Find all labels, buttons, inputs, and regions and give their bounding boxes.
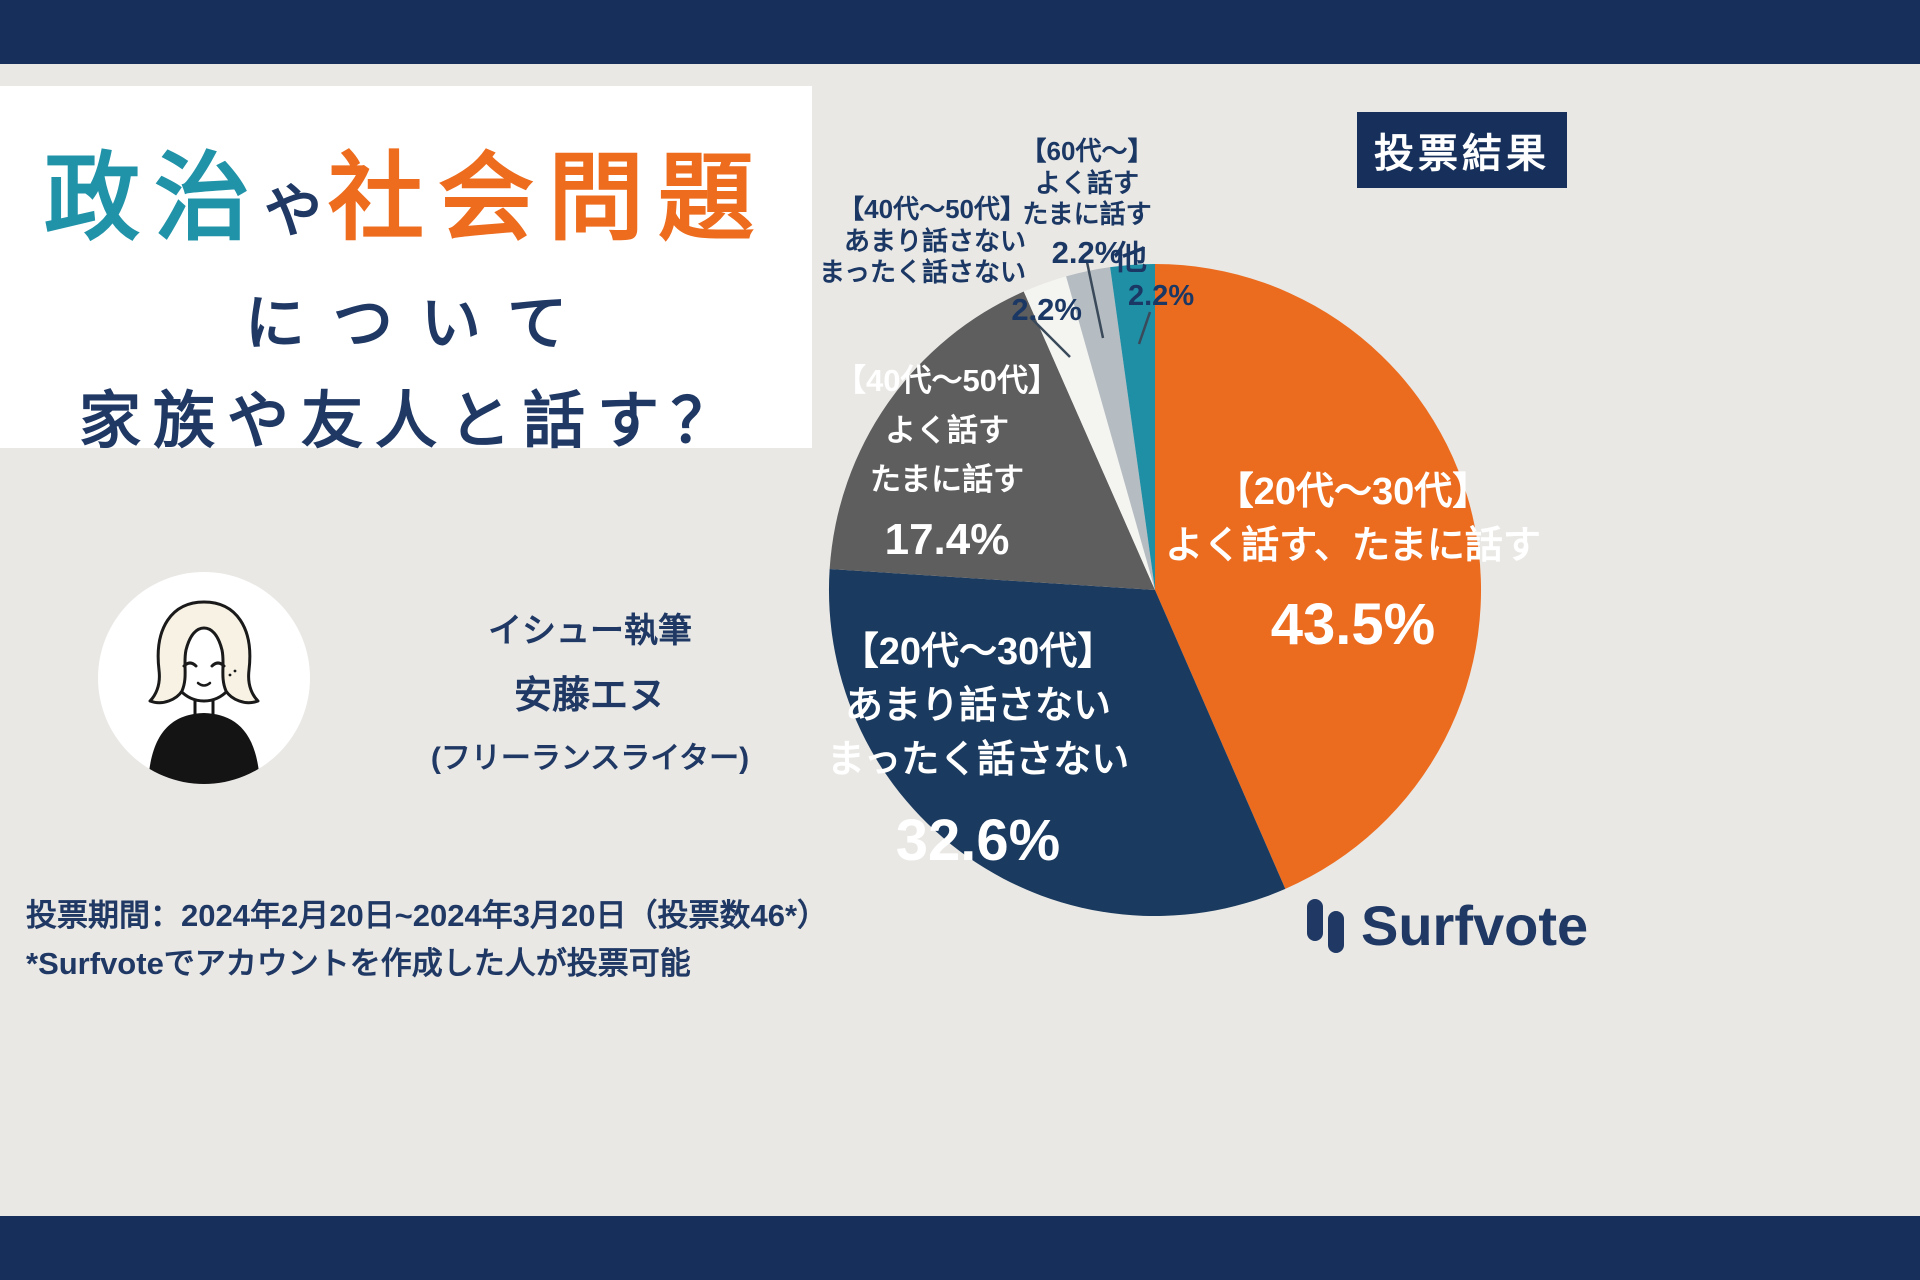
pie-label-other: 他 2.2% [1114,239,1195,313]
main-title-line1: 政治や社会問題 [0,120,812,259]
surfvote-logo-text: Surfvote [1361,894,1589,957]
pie-label-20s-30s-talk: 【20代〜30代】 よく話す、たまに話す 43.5% [1158,466,1548,666]
main-title-line3: 家族や友人と話す？ [78,387,745,456]
surfvote-logo-icon [1307,898,1344,953]
pie-label-60s: 【60代〜】 よく話す たまに話す 2.2% [1020,136,1154,271]
author-avatar [98,572,310,784]
pie-value-20s-30s-talk: 43.5% [1270,591,1436,657]
pie-label-40s-50s-notalk: 【40代〜50代】 あまり話さない まったく話さない 2.2% [819,194,1082,328]
title-word-social-issues: 社会問題 [328,145,768,252]
vote-period-text: 投票期間：2024年2月20日~2024年3月20日（投票数46*） [26,898,829,933]
surfvote-logo: Surfvote [1303,893,1588,958]
title-word-politics: 政治 [43,145,264,252]
main-title-line2: について [244,290,596,357]
author-note: (フリーランスライター) [430,742,750,775]
author-block: イシュー執筆 安藤エヌ (フリーランスライター) [425,603,755,777]
pie-slice-0 [1155,263,1482,889]
author-role: イシュー執筆 [488,612,692,650]
pie-slice-1 [828,569,1286,917]
pie-label-20s-30s-notalk: 【20代〜30代】 あまり話さない まったく話さない 32.6% [788,626,1168,882]
pie-label-40s-50s-talk: 【40代〜50代】 よく話す たまに話す 17.4% [835,356,1059,575]
title-panel: 政治や社会問題 について 家族や友人と話す？ [0,86,812,456]
results-badge: 投票結果 [1357,112,1567,188]
pie-value-40s-50s-notalk: 2.2% [1011,292,1082,328]
pie-slice-5 [1110,263,1155,590]
pie-value-40s-50s-talk: 17.4% [884,514,1010,564]
pie-value-other: 2.2% [1128,280,1195,313]
author-name: 安藤エヌ [513,675,666,717]
avatar-illustration-icon [98,572,310,784]
bottom-border-bar [0,1216,1920,1280]
pie-slice-4 [1066,267,1155,590]
pie-chart [828,263,1482,917]
pie-slice-2 [829,291,1155,590]
pie-value-60s: 2.2% [1051,235,1123,271]
pie-value-20s-30s-notalk: 32.6% [895,807,1061,873]
title-connector: や [263,179,328,244]
top-border-bar [0,0,1920,64]
vote-eligibility-note: *Surfvoteでアカウントを作成した人が投票可能 [26,946,691,981]
